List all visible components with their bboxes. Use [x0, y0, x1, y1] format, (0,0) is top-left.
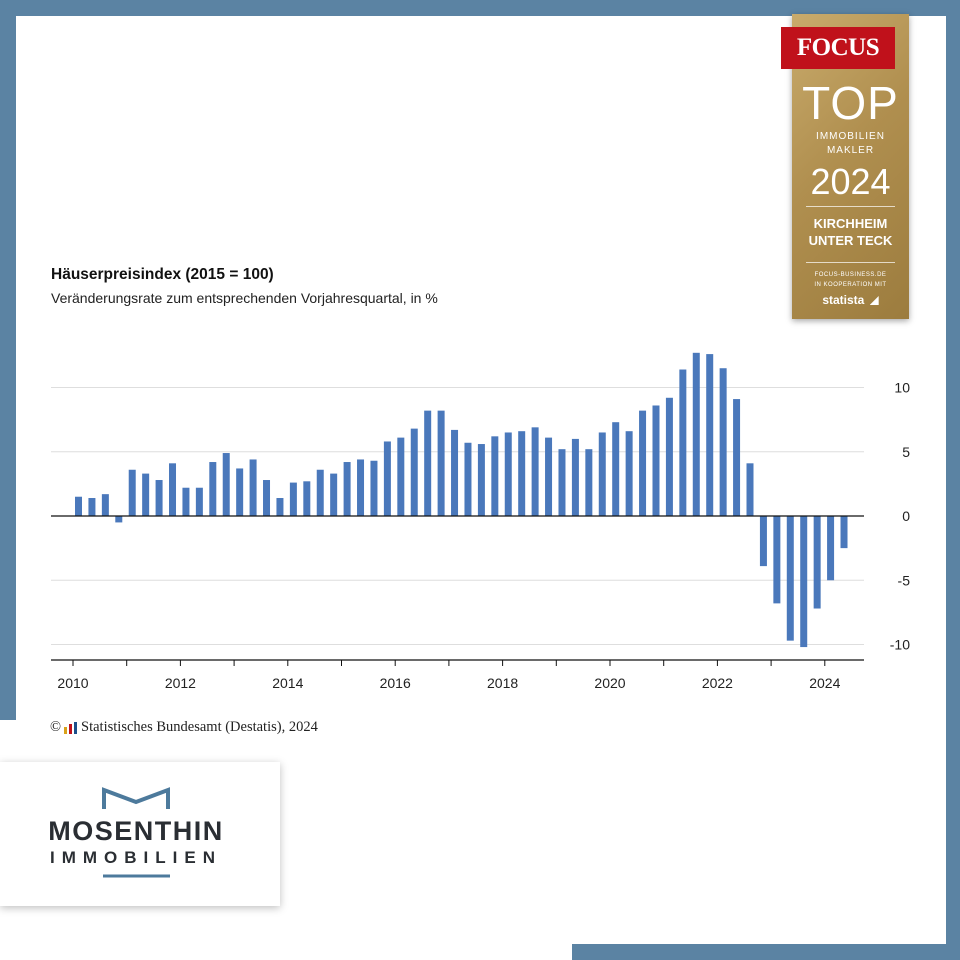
bar — [276, 498, 284, 516]
badge-line1: IMMOBILIEN — [816, 131, 885, 142]
x-tick-label: 2020 — [594, 675, 625, 691]
y-tick-label: 0 — [902, 508, 910, 524]
y-tick-label: 5 — [902, 444, 910, 460]
bar — [75, 496, 82, 516]
badge-year: 2024 — [810, 161, 891, 202]
bar — [679, 369, 687, 516]
badge-city1: KIRCHHEIM — [813, 216, 888, 231]
bar — [719, 368, 727, 516]
frame-right — [946, 0, 960, 960]
bar — [115, 516, 123, 523]
frame-bottom — [572, 944, 960, 960]
bar — [585, 449, 593, 516]
bar — [128, 469, 136, 516]
bar — [383, 441, 391, 516]
bar — [263, 480, 271, 516]
statista-icon — [869, 296, 879, 305]
bar — [612, 422, 620, 516]
bar — [316, 469, 324, 516]
bar — [343, 462, 351, 516]
bar — [330, 473, 338, 516]
statista-label: statista — [822, 293, 865, 307]
bar — [437, 410, 445, 516]
logo-card: MOSENTHIN IMMOBILIEN — [0, 762, 280, 906]
bar — [222, 453, 230, 516]
source-text: Statistisches Bundesamt (Destatis), 2024 — [81, 719, 318, 735]
y-tick-label: 10 — [894, 380, 910, 396]
bar — [545, 437, 553, 516]
bar — [773, 516, 781, 604]
bar — [491, 436, 499, 516]
destatis-icon — [64, 721, 78, 734]
bar — [464, 442, 472, 516]
bar — [558, 449, 566, 516]
frame-left — [0, 0, 16, 720]
x-tick-label: 2018 — [487, 675, 518, 691]
bar — [733, 399, 741, 516]
logo-subtitle: IMMOBILIEN — [50, 848, 222, 867]
badge-top: TOP — [802, 77, 899, 129]
bar — [209, 462, 217, 516]
badge-footer2: IN KOOPERATION MIT — [814, 282, 887, 288]
x-tick-label: 2022 — [702, 675, 733, 691]
y-tick-label: -10 — [890, 637, 910, 653]
x-tick-label: 2014 — [272, 675, 303, 691]
bar — [410, 428, 418, 516]
bar — [236, 468, 244, 516]
badge-line2: MAKLER — [826, 145, 875, 156]
bar — [424, 410, 432, 516]
focus-brand: FOCUS — [781, 27, 895, 69]
badge-footer1: FOCUS-BUSINESS.DE — [814, 272, 887, 278]
bar — [827, 516, 835, 581]
bar — [840, 516, 848, 549]
x-tick-label: 2024 — [809, 675, 840, 691]
frame-top — [0, 0, 960, 16]
bar — [357, 459, 365, 516]
bar — [518, 431, 526, 516]
bar — [142, 473, 150, 516]
copyright-symbol: © — [50, 719, 62, 735]
bar — [477, 444, 485, 516]
bar — [652, 405, 660, 516]
badge-partner: statista — [792, 293, 909, 307]
bar — [504, 432, 512, 516]
bar — [786, 516, 794, 641]
bar — [571, 438, 579, 516]
bar — [303, 481, 311, 516]
bar — [598, 432, 606, 516]
bar — [289, 482, 297, 516]
bar — [101, 494, 109, 516]
bar — [759, 516, 767, 567]
bar — [706, 354, 714, 516]
bar — [195, 487, 203, 516]
bar — [665, 397, 673, 516]
mosenthin-logo: MOSENTHIN IMMOBILIEN — [48, 787, 224, 878]
chart-title: Häuserpreisindex (2015 = 100) — [51, 266, 274, 283]
bar — [625, 431, 633, 516]
bar — [155, 480, 163, 516]
bar — [639, 410, 647, 516]
x-tick-label: 2010 — [57, 675, 88, 691]
y-tick-label: -5 — [898, 572, 911, 588]
bar — [88, 498, 96, 516]
bar — [800, 516, 808, 648]
logo-name: MOSENTHIN — [48, 816, 224, 846]
bar — [397, 437, 405, 516]
x-tick-label: 2016 — [380, 675, 411, 691]
bar — [813, 516, 821, 609]
bar — [531, 427, 539, 516]
bar — [692, 352, 700, 516]
bar — [370, 460, 378, 516]
bar — [169, 463, 177, 516]
bar — [451, 429, 459, 516]
source-note: © Statistisches Bundesamt (Destatis), 20… — [50, 719, 318, 736]
bar — [249, 459, 257, 516]
chart-subtitle: Veränderungsrate zum entsprechenden Vorj… — [51, 290, 438, 306]
bar — [182, 487, 190, 516]
badge-city2: UNTER TECK — [808, 233, 893, 248]
bar — [746, 463, 754, 516]
x-tick-label: 2012 — [165, 675, 196, 691]
